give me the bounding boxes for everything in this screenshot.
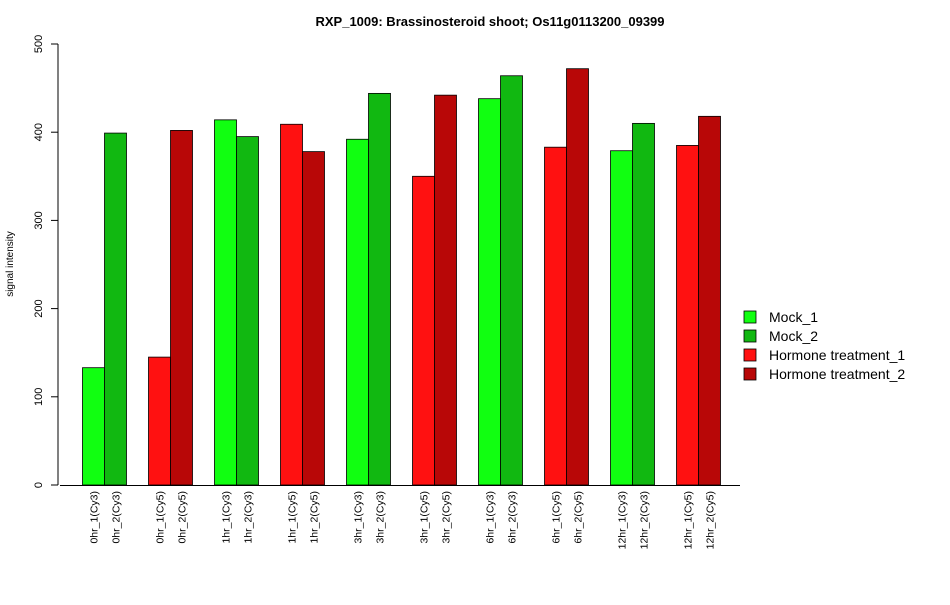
y-tick-label: 500 [33, 35, 45, 53]
bar [280, 123, 303, 486]
x-tick-label: 1hr_2(Cy3) [243, 491, 255, 544]
chart-title: RXP_1009: Brassinosteroid shoot; Os11g01… [315, 14, 664, 29]
legend-swatch [743, 348, 757, 362]
y-axis-label: signal intensity [5, 231, 16, 297]
bar [82, 367, 105, 486]
x-tick-label: 1hr_1(Cy5) [287, 491, 299, 544]
x-tick-label: 3hr_2(Cy3) [375, 491, 387, 544]
legend-label: Hormone treatment_2 [769, 366, 905, 382]
x-tick-label: 6hr_1(Cy5) [551, 491, 563, 544]
bar [346, 138, 369, 486]
x-tick-label: 12hr_1(Cy3) [617, 491, 629, 549]
x-tick-label: 3hr_2(Cy5) [441, 491, 453, 544]
bar [148, 356, 171, 486]
legend-label: Mock_1 [769, 309, 818, 325]
x-tick-label: 0hr_1(Cy5) [155, 491, 167, 544]
bar [412, 175, 435, 486]
y-tick-label: 400 [33, 123, 45, 141]
x-tick-labels: 0hr_1(Cy3) 0hr_2(Cy3) 0hr_1(Cy5) 0hr_2(Cy5)… [89, 491, 717, 549]
bar [368, 92, 391, 486]
legend-swatch [743, 367, 757, 381]
x-tick-label: 0hr_1(Cy3) [89, 491, 101, 544]
y-tick-label: 0 [33, 482, 45, 488]
x-tick-label: 6hr_2(Cy5) [573, 491, 585, 544]
bar [610, 150, 633, 486]
bar [478, 98, 501, 486]
bar [104, 132, 127, 486]
bar [214, 119, 237, 486]
bar [566, 68, 589, 486]
x-tick-label: 12hr_2(Cy5) [705, 491, 717, 549]
legend-label: Mock_2 [769, 328, 818, 344]
bar [500, 75, 523, 486]
y-axis: 0 100 200 300 400 500 [33, 35, 59, 488]
legend-swatch [743, 310, 757, 324]
bar [170, 130, 193, 486]
x-tick-label: 12hr_1(Cy5) [683, 491, 695, 549]
x-tick-label: 3hr_1(Cy5) [419, 491, 431, 544]
legend-swatch [743, 329, 757, 343]
x-tick-label: 6hr_2(Cy3) [507, 491, 519, 544]
bar [544, 146, 567, 486]
bar [676, 145, 699, 486]
bar [632, 122, 655, 486]
x-tick-label: 0hr_2(Cy3) [111, 491, 123, 544]
legend: Mock_1 Mock_2 Hormone treatment_1 Hormone t… [743, 309, 905, 382]
x-tick-label: 0hr_2(Cy5) [177, 491, 189, 544]
y-tick-label: 100 [33, 388, 45, 406]
x-tick-label: 1hr_1(Cy3) [221, 491, 233, 544]
x-tick-label: 1hr_2(Cy5) [309, 491, 321, 544]
x-tick-label: 6hr_1(Cy3) [485, 491, 497, 544]
bar [434, 94, 457, 486]
bar [698, 115, 721, 486]
bar [236, 136, 259, 486]
y-tick-label: 200 [33, 299, 45, 317]
y-tick-label: 300 [33, 211, 45, 229]
legend-label: Hormone treatment_1 [769, 347, 905, 363]
x-tick-label: 3hr_1(Cy3) [353, 491, 365, 544]
bars-group [82, 68, 721, 486]
bar [302, 151, 325, 486]
x-tick-label: 12hr_2(Cy3) [639, 491, 651, 549]
